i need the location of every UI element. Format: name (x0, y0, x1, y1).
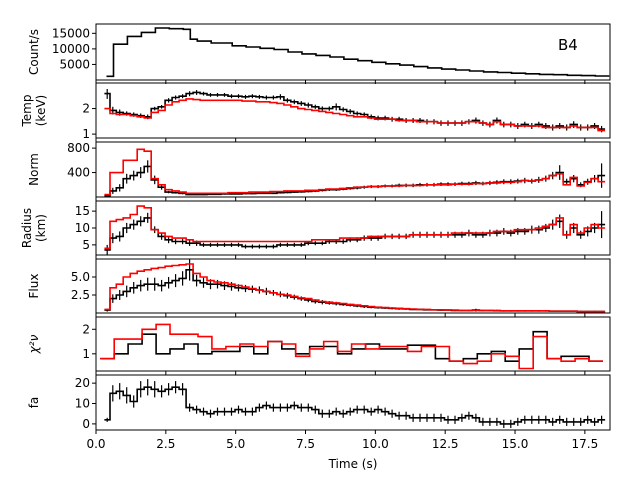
y-tick-label: 1 (82, 347, 90, 361)
series-red (104, 98, 606, 132)
x-tick-label: 15.0 (502, 437, 529, 451)
y-tick-label: 10 (75, 397, 90, 411)
panel-frame (95, 200, 611, 256)
y-axis-label: (keV) (34, 95, 48, 126)
y-tick-label: 5.0 (71, 270, 90, 284)
step-line-black (104, 386, 606, 425)
x-tick-label: 12.5 (432, 437, 459, 451)
y-tick-label: 0 (82, 417, 90, 431)
panel-flux: 2.5 5.0 Flux (27, 258, 611, 317)
series-red (104, 205, 606, 250)
x-tick-label: 2.5 (156, 437, 175, 451)
step-line-red (104, 98, 606, 132)
x-tick-label: 17.5 (571, 437, 598, 451)
x-tick-label: 7.5 (296, 437, 315, 451)
y-tick-label: 400 (67, 166, 90, 180)
series-black (104, 211, 606, 255)
panel-norm: 400 800 Norm (27, 141, 611, 201)
step-line-black (104, 217, 606, 251)
y-tick-label: 5000 (59, 57, 90, 71)
panel-annotation: B4 (558, 36, 578, 54)
x-axis-label: Time (s) (328, 457, 378, 471)
y-tick-label: 15000 (52, 26, 90, 40)
y-axis-label: χ²ν (27, 334, 41, 354)
series-black (104, 89, 606, 133)
panel-frame (95, 23, 611, 81)
panel-radius: 5 10 15 Radius (km) (20, 200, 611, 259)
step-line-red (100, 323, 603, 370)
y-tick-label: 2 (82, 322, 90, 336)
y-tick-label: 800 (67, 141, 90, 155)
y-axis-label: Temp (20, 95, 34, 128)
x-tick-label: 0.0 (86, 437, 105, 451)
panel-fa: 0 10 20 fa (27, 374, 611, 434)
y-axis-label: Flux (27, 274, 41, 299)
y-axis-label: (km) (34, 214, 48, 242)
panel-frame (95, 141, 611, 198)
y-tick-label: 10 (75, 221, 90, 235)
y-tick-label: 10000 (52, 42, 90, 56)
panel-chi2: 1 2 χ²ν (27, 316, 611, 375)
y-tick-label: 15 (75, 204, 90, 218)
panel-frame (95, 316, 611, 372)
y-tick-label: 2 (82, 102, 90, 116)
x-tick-label: 10.0 (362, 437, 389, 451)
step-line-red (104, 205, 606, 250)
step-line-black (104, 91, 606, 130)
panel-frame (95, 82, 611, 139)
series-red (104, 263, 606, 313)
series-black (104, 379, 606, 428)
y-axis-label: Norm (27, 153, 41, 186)
y-axis-label: fa (27, 397, 41, 409)
y-axis-label: Count/s (27, 29, 41, 75)
series-black (106, 27, 610, 78)
series-red (100, 323, 603, 370)
y-axis-label: Radius (20, 208, 34, 248)
step-line-red (104, 263, 606, 313)
y-tick-label: 2.5 (71, 288, 90, 302)
panel-frame (95, 374, 611, 431)
x-tick-label: 5.0 (226, 437, 245, 451)
y-tick-label: 1 (82, 127, 90, 141)
panel-frame (95, 258, 611, 314)
panel-temperature: 1 2 Temp (keV) (20, 82, 611, 142)
step-line-red (104, 148, 606, 196)
series-red (104, 148, 606, 196)
y-tick-label: 5 (82, 238, 90, 252)
y-tick-label: 20 (75, 376, 90, 390)
step-line-black (106, 27, 610, 78)
